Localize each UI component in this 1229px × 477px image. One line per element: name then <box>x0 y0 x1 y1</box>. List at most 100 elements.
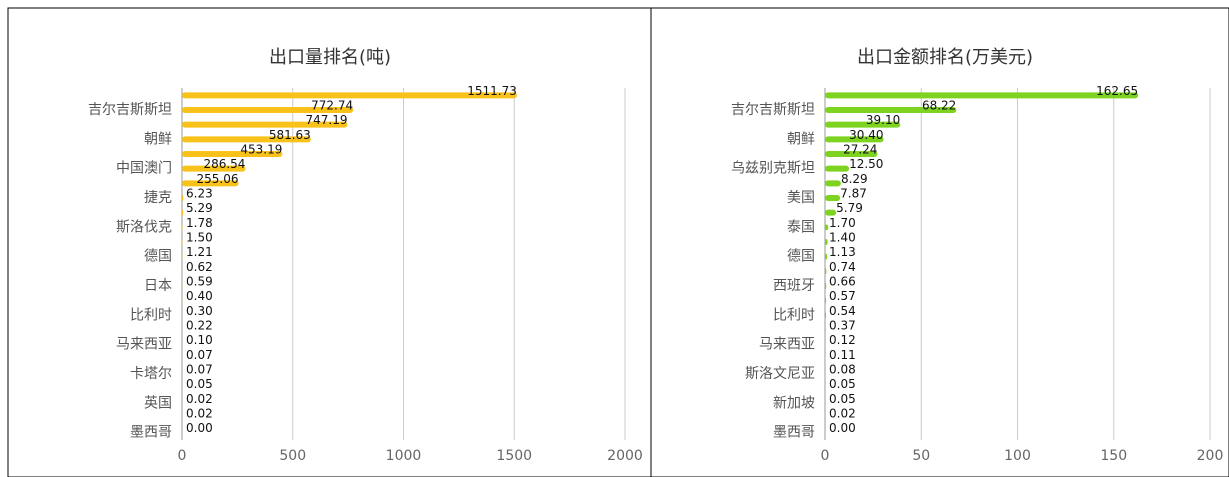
x-tick-label: 200 <box>1197 448 1224 464</box>
x-tick-label: 0 <box>821 448 830 464</box>
frame <box>7 7 1229 477</box>
x-tick-label: 1000 <box>386 448 422 464</box>
bar <box>825 297 827 304</box>
bar <box>182 209 184 216</box>
y-tick-label: 中国澳门 <box>116 161 172 177</box>
bar <box>182 121 348 128</box>
value-label: 1.70 <box>829 216 856 230</box>
value-label: 5.29 <box>186 201 213 215</box>
y-tick-label: 美国 <box>787 190 815 206</box>
bar <box>825 121 901 128</box>
y-tick-label: 斯洛伐克 <box>116 219 172 235</box>
bar <box>825 180 841 187</box>
y-tick-label: 朝鲜 <box>787 131 815 147</box>
x-tick-label: 50 <box>912 448 930 464</box>
value-label: 1.13 <box>829 245 856 259</box>
y-tick-label: 马来西亚 <box>116 337 172 353</box>
value-label: 453.19 <box>240 143 282 157</box>
value-label: 30.40 <box>849 128 883 142</box>
value-label: 0.08 <box>829 363 856 377</box>
x-tick-label: 100 <box>1004 448 1031 464</box>
value-label: 0.02 <box>829 407 856 421</box>
bar <box>825 253 828 260</box>
y-tick-label: 比利时 <box>773 307 815 323</box>
value-label: 0.10 <box>186 333 213 347</box>
value-label: 1.78 <box>186 216 213 230</box>
value-label: 8.29 <box>841 172 868 186</box>
value-label: 0.00 <box>186 421 213 435</box>
value-label: 0.02 <box>186 407 213 421</box>
bar <box>825 107 957 113</box>
bar <box>825 195 841 201</box>
y-tick-label: 马来西亚 <box>759 337 815 353</box>
bar <box>182 107 354 113</box>
value-label: 0.37 <box>829 319 856 333</box>
value-label: 1.21 <box>186 245 213 259</box>
value-label: 7.87 <box>840 187 867 201</box>
bar <box>825 268 827 275</box>
value-label: 0.66 <box>829 275 856 289</box>
value-label: 747.19 <box>306 113 348 127</box>
bar <box>825 224 829 231</box>
value-label: 0.22 <box>186 319 213 333</box>
bar <box>182 92 517 99</box>
value-label: 1.50 <box>186 231 213 245</box>
value-label: 1.40 <box>829 231 856 245</box>
bar <box>825 209 837 216</box>
y-tick-label: 德国 <box>787 249 815 265</box>
y-tick-label: 西班牙 <box>773 278 815 294</box>
value-label: 0.54 <box>829 304 856 318</box>
value-label: 581.63 <box>269 128 311 142</box>
value-label: 0.00 <box>829 421 856 435</box>
value-label: 0.07 <box>186 363 213 377</box>
y-tick-label: 英国 <box>144 394 172 411</box>
y-tick-label: 墨西哥 <box>130 425 172 441</box>
chart-title: 出口金额排名(万美元) <box>857 47 1033 68</box>
value-label: 6.23 <box>186 187 213 201</box>
y-tick-label: 斯洛文尼亚 <box>745 366 815 382</box>
y-tick-label: 墨西哥 <box>773 425 815 441</box>
value-label: 0.40 <box>186 289 213 303</box>
y-tick-label: 吉尔吉斯斯坦 <box>88 102 172 118</box>
y-tick-label: 泰国 <box>787 219 815 235</box>
value-label: 0.05 <box>829 392 856 406</box>
x-tick-label: 2000 <box>607 448 643 464</box>
y-tick-label: 朝鲜 <box>144 131 172 147</box>
bar <box>182 151 283 157</box>
bar <box>825 312 827 319</box>
x-tick-label: 0 <box>178 448 187 464</box>
value-label: 0.62 <box>186 260 213 274</box>
bar <box>182 136 311 143</box>
value-label: 1511.73 <box>467 84 517 98</box>
y-tick-label: 卡塔尔 <box>130 366 172 382</box>
value-label: 255.06 <box>196 172 238 186</box>
y-tick-label: 比利时 <box>130 307 172 323</box>
x-tick-label: 1500 <box>496 448 532 464</box>
bar <box>825 239 828 245</box>
y-tick-label: 日本 <box>144 278 172 294</box>
value-label: 286.54 <box>203 157 245 171</box>
bar <box>825 165 850 172</box>
y-tick-label: 乌兹别克斯坦 <box>731 161 815 177</box>
value-label: 39.10 <box>866 113 900 127</box>
value-label: 0.05 <box>829 377 856 391</box>
bar <box>825 92 1139 99</box>
x-tick-label: 150 <box>1100 448 1127 464</box>
value-label: 0.74 <box>829 260 856 274</box>
bar <box>825 151 878 157</box>
bar <box>825 136 884 143</box>
value-label: 0.57 <box>829 289 856 303</box>
value-label: 68.22 <box>922 99 956 113</box>
value-label: 12.50 <box>849 157 883 171</box>
value-label: 0.07 <box>186 348 213 362</box>
value-label: 0.05 <box>186 377 213 391</box>
bar <box>825 283 827 289</box>
y-tick-label: 德国 <box>144 249 172 265</box>
value-label: 0.59 <box>186 275 213 289</box>
y-tick-label: 新加坡 <box>773 395 815 411</box>
bar <box>182 165 246 172</box>
value-label: 0.12 <box>829 333 856 347</box>
y-tick-label: 吉尔吉斯斯坦 <box>731 102 815 118</box>
bar <box>182 180 239 187</box>
